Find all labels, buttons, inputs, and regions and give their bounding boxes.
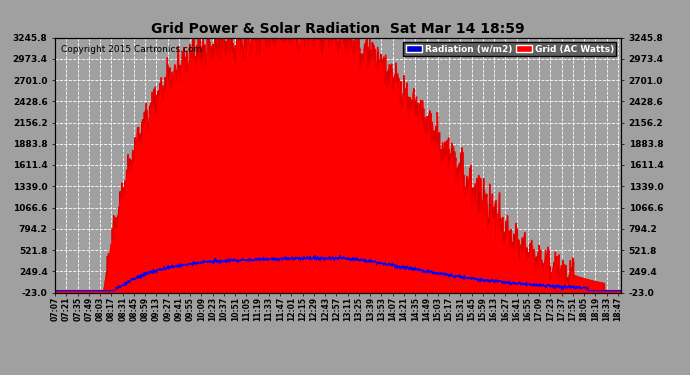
Legend: Radiation (w/m2), Grid (AC Watts): Radiation (w/m2), Grid (AC Watts) — [403, 42, 616, 56]
Title: Grid Power & Solar Radiation  Sat Mar 14 18:59: Grid Power & Solar Radiation Sat Mar 14 … — [151, 22, 525, 36]
Text: Copyright 2015 Cartronics.com: Copyright 2015 Cartronics.com — [61, 45, 202, 54]
